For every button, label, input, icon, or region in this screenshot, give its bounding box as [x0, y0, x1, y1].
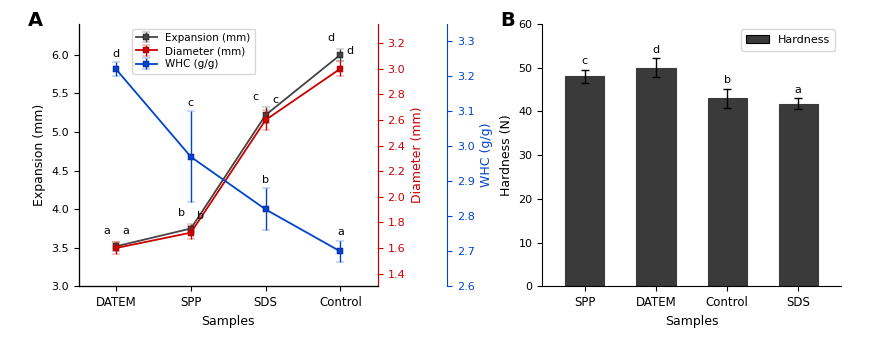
- Text: a: a: [337, 227, 343, 237]
- Text: a: a: [103, 226, 110, 236]
- X-axis label: Samples: Samples: [665, 315, 718, 328]
- Text: A: A: [28, 11, 43, 30]
- Text: b: b: [724, 75, 731, 85]
- Bar: [779, 104, 818, 286]
- Text: c: c: [272, 94, 279, 105]
- Text: d: d: [327, 33, 335, 43]
- Bar: [565, 76, 604, 286]
- Text: b: b: [262, 175, 269, 185]
- Text: a: a: [123, 226, 130, 237]
- Text: d: d: [113, 49, 120, 59]
- Y-axis label: Expansion (mm): Expansion (mm): [32, 104, 46, 206]
- Bar: [708, 98, 746, 286]
- Bar: [636, 68, 675, 286]
- Text: B: B: [500, 11, 515, 30]
- Y-axis label: WHC (g/g): WHC (g/g): [480, 123, 493, 188]
- Y-axis label: Diameter (mm): Diameter (mm): [411, 107, 424, 203]
- Text: d: d: [653, 45, 660, 55]
- Legend: Hardness: Hardness: [741, 29, 836, 50]
- Text: c: c: [253, 92, 259, 102]
- X-axis label: Samples: Samples: [201, 315, 255, 328]
- Text: d: d: [347, 46, 354, 56]
- Y-axis label: Hardness (N): Hardness (N): [499, 114, 512, 196]
- Text: a: a: [795, 85, 802, 95]
- Text: c: c: [582, 56, 588, 66]
- Text: c: c: [187, 98, 194, 108]
- Text: b: b: [178, 208, 185, 219]
- Legend: Expansion (mm), Diameter (mm), WHC (g/g): Expansion (mm), Diameter (mm), WHC (g/g): [132, 29, 255, 74]
- Text: b: b: [197, 211, 204, 221]
